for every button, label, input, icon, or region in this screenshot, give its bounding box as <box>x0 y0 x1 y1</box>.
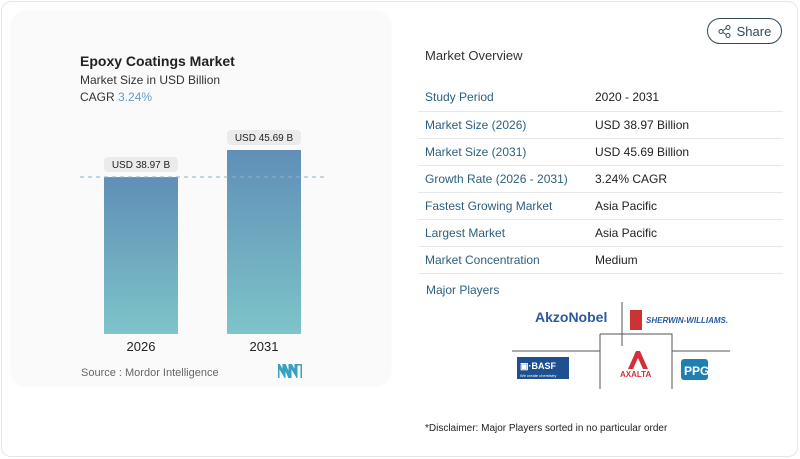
player-logos: AkzoNobel SHERWIN-WILLIAMS. ▣·BASF We cre… <box>512 302 730 389</box>
row-value: USD 45.69 Billion <box>588 138 783 166</box>
row-value: Asia Pacific <box>588 192 783 220</box>
overview-row: Market Size (2031) USD 45.69 Billion <box>418 138 783 166</box>
cagr: CAGR 3.24% <box>80 90 152 104</box>
row-key: Growth Rate (2026 - 2031) <box>418 165 588 193</box>
svg-text:We create chemistry: We create chemistry <box>520 373 556 378</box>
bar-2031 <box>227 150 301 334</box>
row-value: 3.24% CAGR <box>588 165 783 193</box>
overview-row: Growth Rate (2026 - 2031) 3.24% CAGR <box>418 165 783 193</box>
data-label: USD 45.69 B <box>235 133 294 144</box>
row-value: Medium <box>588 246 783 274</box>
row-value: USD 38.97 Billion <box>588 111 783 139</box>
row-value: Asia Pacific <box>588 219 783 247</box>
overview-row: Market Concentration Medium <box>418 246 783 274</box>
svg-text:▣·BASF: ▣·BASF <box>520 361 557 371</box>
akzonobel-logo: AkzoNobel <box>535 309 607 325</box>
chart-title: Epoxy Coatings Market <box>80 53 235 69</box>
data-label-bg <box>104 157 178 173</box>
overview-row: Largest Market Asia Pacific <box>418 219 783 247</box>
row-key: Market Concentration <box>418 246 588 274</box>
share-button[interactable]: Share <box>707 18 782 44</box>
chart-card <box>12 12 390 385</box>
chart-subtitle: Market Size in USD Billion <box>80 73 221 87</box>
bar-2026 <box>104 177 178 334</box>
cagr-label: CAGR <box>80 90 115 104</box>
source: Source : Mordor Intelligence <box>81 367 219 379</box>
sherwin-williams-logo: SHERWIN-WILLIAMS. <box>630 310 728 330</box>
axalta-logo: AXALTA <box>620 351 651 379</box>
disclaimer: *Disclaimer: Major Players sorted in no … <box>425 423 668 434</box>
share-label: Share <box>736 23 772 39</box>
cagr-value: 3.24% <box>118 90 153 104</box>
data-label-bg <box>227 130 301 145</box>
row-key: Study Period <box>418 84 588 112</box>
bar-chart: USD 38.97 B 2026 USD 45.69 B 2031 <box>80 130 328 354</box>
svg-text:PPG: PPG <box>684 364 709 378</box>
svg-text:SHERWIN-WILLIAMS.: SHERWIN-WILLIAMS. <box>646 316 728 325</box>
major-players-title: Major Players <box>426 283 500 297</box>
overview-row: Fastest Growing Market Asia Pacific <box>418 192 783 220</box>
overview-table: Study Period 2020 - 2031 Market Size (2026… <box>418 84 783 274</box>
data-label: USD 38.97 B <box>112 160 171 171</box>
overview-row: Market Size (2026) USD 38.97 Billion <box>418 111 783 139</box>
row-value: 2020 - 2031 <box>588 84 783 112</box>
row-key: Fastest Growing Market <box>418 192 588 220</box>
x-tick-label: 2026 <box>127 339 156 354</box>
ppg-logo: PPG <box>681 359 709 380</box>
overview-row: Study Period 2020 - 2031 <box>418 84 783 112</box>
x-tick-label: 2031 <box>250 339 279 354</box>
share-icon <box>718 24 731 38</box>
row-key: Largest Market <box>418 219 588 247</box>
overview-title: Market Overview <box>425 48 523 63</box>
svg-text:AXALTA: AXALTA <box>620 370 651 379</box>
basf-logo: ▣·BASF We create chemistry <box>517 357 569 379</box>
row-key: Market Size (2026) <box>418 111 588 139</box>
mordor-logo <box>278 364 302 378</box>
row-key: Market Size (2031) <box>418 138 588 166</box>
